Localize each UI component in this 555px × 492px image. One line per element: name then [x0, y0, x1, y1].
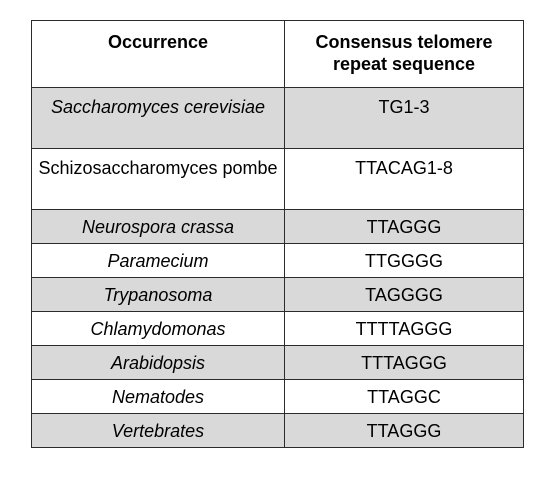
sequence-cell: TTTTAGGG: [284, 311, 524, 346]
table-row: Arabidopsis TTTAGGG: [31, 345, 524, 380]
sequence-cell: TTAGGC: [284, 379, 524, 414]
sequence-cell: TTTAGGG: [284, 345, 524, 380]
header-occurrence: Occurrence: [31, 20, 285, 88]
sequence-cell: TTAGGG: [284, 413, 524, 448]
sequence-cell: TAGGGG: [284, 277, 524, 312]
sequence-cell: TTGGGG: [284, 243, 524, 278]
sequence-cell: TTAGGG: [284, 209, 524, 244]
table-row: Schizosaccharomyces pombe TTACAG1-8: [31, 148, 524, 210]
occurrence-cell: Saccharomyces cerevisiae: [31, 87, 285, 149]
occurrence-cell: Chlamydomonas: [31, 311, 285, 346]
telomere-table: Occurrence Consensus telomere repeat seq…: [31, 20, 524, 448]
table-row: Vertebrates TTAGGG: [31, 413, 524, 448]
header-sequence: Consensus telomere repeat sequence: [284, 20, 524, 88]
sequence-cell: TTACAG1-8: [284, 148, 524, 210]
header-row: Occurrence Consensus telomere repeat seq…: [31, 20, 524, 88]
table-row: Neurospora crassa TTAGGG: [31, 209, 524, 244]
occurrence-cell: Nematodes: [31, 379, 285, 414]
occurrence-cell: Paramecium: [31, 243, 285, 278]
occurrence-cell: Schizosaccharomyces pombe: [31, 148, 285, 210]
occurrence-cell: Trypanosoma: [31, 277, 285, 312]
table-row: Nematodes TTAGGC: [31, 379, 524, 414]
table-row: Chlamydomonas TTTTAGGG: [31, 311, 524, 346]
occurrence-cell: Arabidopsis: [31, 345, 285, 380]
sequence-cell: TG1-3: [284, 87, 524, 149]
table-row: Trypanosoma TAGGGG: [31, 277, 524, 312]
table-row: Saccharomyces cerevisiae TG1-3: [31, 87, 524, 149]
occurrence-cell: Vertebrates: [31, 413, 285, 448]
table-row: Paramecium TTGGGG: [31, 243, 524, 278]
occurrence-cell: Neurospora crassa: [31, 209, 285, 244]
